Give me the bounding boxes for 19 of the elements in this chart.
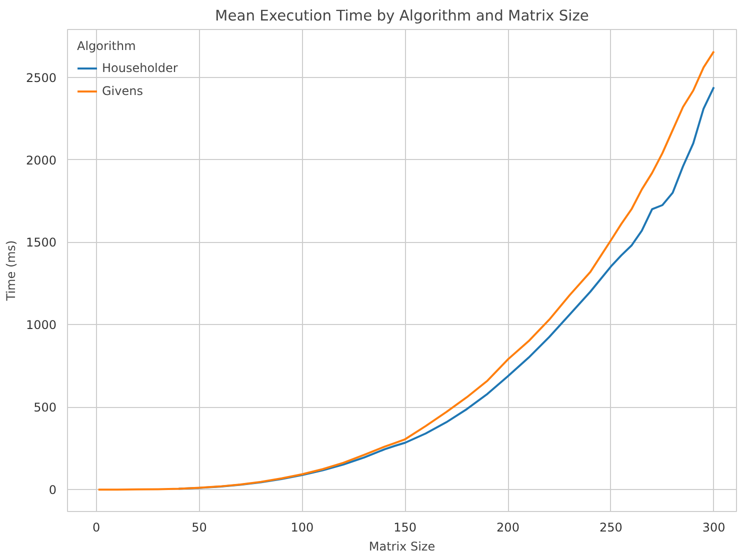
y-tick-label: 500 — [34, 400, 56, 415]
y-tick-label: 1000 — [26, 318, 57, 332]
x-tick-label: 250 — [599, 520, 622, 534]
x-tick-label: 50 — [192, 520, 207, 534]
y-tick-label: 1500 — [26, 236, 57, 250]
legend-label: Householder — [102, 61, 178, 75]
legend-title: Algorithm — [77, 39, 137, 53]
y-tick-label: 2000 — [26, 153, 57, 168]
x-tick-label: 100 — [290, 520, 314, 534]
x-tick-label: 200 — [496, 520, 520, 534]
y-axis-title: Time (ms) — [4, 240, 18, 302]
x-tick-label: 0 — [92, 520, 100, 534]
x-axis-title: Matrix Size — [368, 540, 436, 554]
legend-label: Givens — [102, 84, 143, 98]
x-tick-label: 150 — [394, 520, 417, 534]
x-tick-label: 300 — [702, 520, 726, 534]
y-tick-label: 0 — [48, 483, 57, 498]
chart-title: Mean Execution Time by Algorithm and Matrix Size — [215, 8, 589, 24]
y-tick-label: 2500 — [26, 70, 57, 85]
